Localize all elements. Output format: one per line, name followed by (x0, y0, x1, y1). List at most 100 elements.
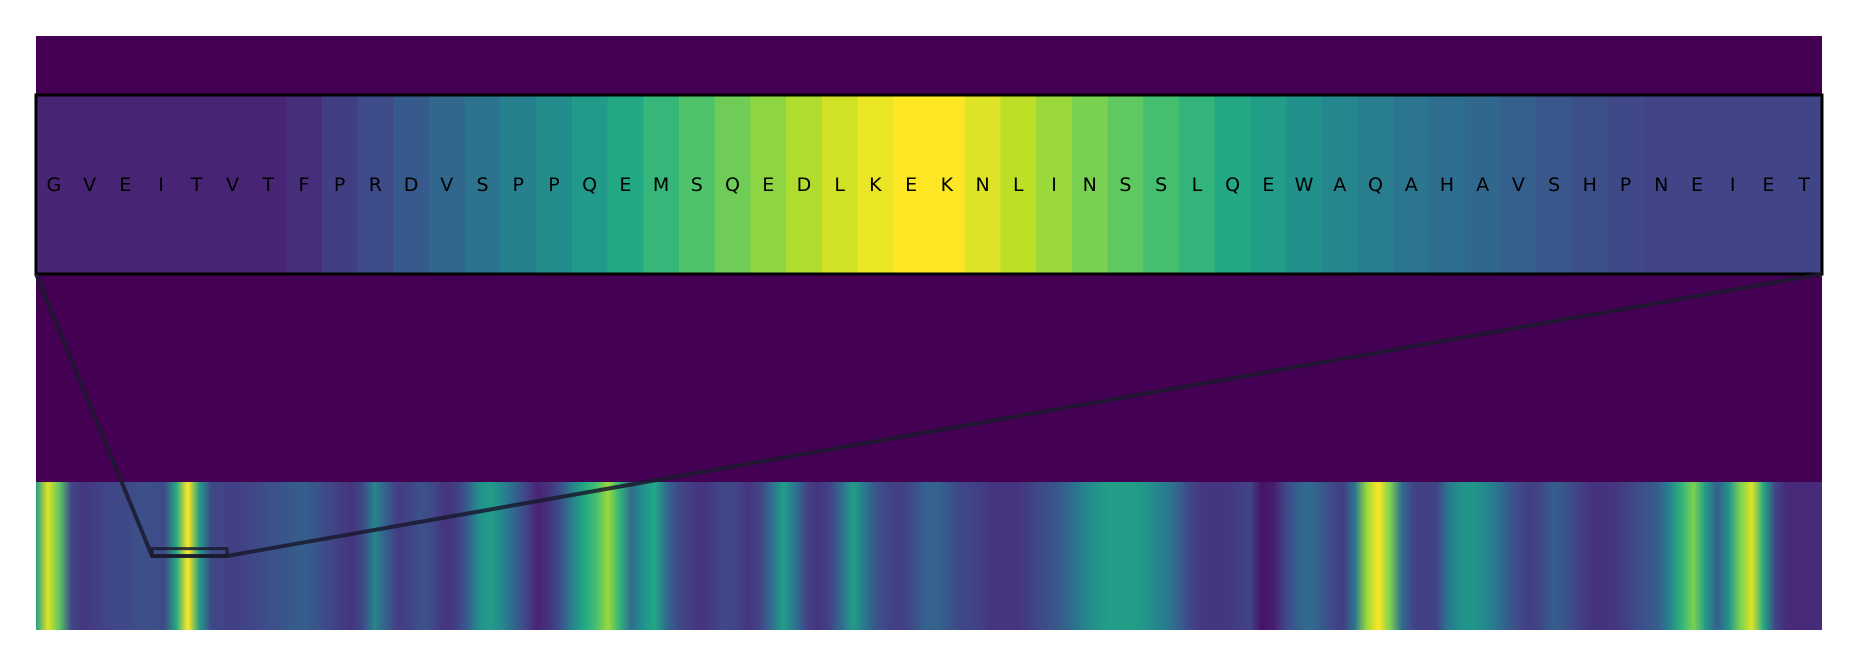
zoom-cell (536, 95, 573, 274)
zoom-cell (393, 95, 430, 274)
residue-label: K (941, 174, 954, 196)
residue-label: E (119, 174, 131, 196)
residue-label: S (691, 174, 703, 196)
zoom-cell (607, 95, 644, 274)
residue-label: Q (582, 174, 597, 196)
residue-label: S (1548, 174, 1560, 196)
zoom-cell (893, 95, 930, 274)
residue-label: N (1083, 174, 1097, 196)
residue-label: T (261, 174, 274, 196)
residue-label: L (1192, 174, 1203, 196)
residue-label: E (1691, 174, 1703, 196)
residue-label: A (1405, 174, 1418, 196)
residue-label: V (226, 174, 239, 196)
zoom-cell (857, 95, 894, 274)
residue-label: N (975, 174, 989, 196)
residue-label: E (619, 174, 631, 196)
zoom-frame (34, 93, 1824, 276)
residue-label: S (1119, 174, 1131, 196)
zoom-cell (1464, 95, 1502, 274)
zoom-cell (357, 95, 394, 274)
zoom-cell (678, 95, 716, 274)
residue-label: D (404, 174, 419, 196)
zoom-cell (1321, 95, 1359, 274)
zoom-cell (643, 95, 680, 274)
zoom-cell (786, 95, 823, 274)
residue-label: W (1295, 174, 1314, 196)
zoom-cell (750, 95, 787, 274)
zoom-cell (1750, 95, 1787, 274)
residue-label: D (797, 174, 812, 196)
residue-label: E (905, 174, 917, 196)
residue-label: Q (725, 174, 740, 196)
residue-label: F (298, 174, 309, 196)
residue-label: H (1583, 174, 1597, 196)
zoom-cell (1036, 95, 1073, 274)
residue-label: I (1730, 174, 1736, 196)
residue-label: I (1051, 174, 1057, 196)
residue-label: T (190, 174, 203, 196)
residue-label: P (1620, 174, 1631, 196)
zoom-cell (36, 95, 73, 274)
residue-label: R (369, 174, 382, 196)
zoom-cell (964, 95, 1002, 274)
zoom-cell (1500, 95, 1537, 274)
residue-label: A (1476, 174, 1489, 196)
zoom-cell (428, 95, 466, 274)
residue-label: Q (1225, 174, 1240, 196)
zoom-cell (571, 95, 609, 274)
zoom-cell (1571, 95, 1609, 274)
zoom-cell (1000, 95, 1037, 274)
residue-label: E (1262, 174, 1274, 196)
zoom-cell (1643, 95, 1680, 274)
zoom-cell (1607, 95, 1644, 274)
residue-label: V (440, 174, 453, 196)
zoom-cell (250, 95, 287, 274)
zoom-cell (1179, 95, 1216, 274)
residue-label: I (158, 174, 164, 196)
zoom-strip (36, 95, 1823, 274)
zoom-cell (1143, 95, 1180, 274)
zoom-cell (1071, 95, 1109, 274)
zoom-cell (107, 95, 144, 274)
overview-zoom-window (150, 547, 229, 558)
zoom-cell (464, 95, 501, 274)
zoom-cell (821, 95, 859, 274)
residue-label: P (334, 174, 345, 196)
residue-label: H (1440, 174, 1454, 196)
zoom-cell (714, 95, 751, 274)
residue-label: L (1013, 174, 1024, 196)
zoom-cell (286, 95, 323, 274)
residue-label: K (869, 174, 882, 196)
zoom-cell (1107, 95, 1144, 274)
zoom-cell (1250, 95, 1287, 274)
residue-label: N (1654, 174, 1668, 196)
zoom-cell (1357, 95, 1394, 274)
residue-label: P (548, 174, 559, 196)
residue-label: G (46, 174, 61, 196)
zoom-cell (1536, 95, 1573, 274)
residue-label: A (1333, 174, 1346, 196)
zoom-cell (1786, 95, 1823, 274)
residue-label: E (762, 174, 774, 196)
residue-label: V (1512, 174, 1525, 196)
residue-label: V (83, 174, 96, 196)
residue-label: S (476, 174, 488, 196)
residue-label: M (653, 174, 669, 196)
zoom-cell (500, 95, 537, 274)
zoom-cell (71, 95, 109, 274)
zoom-cell (321, 95, 359, 274)
residue-label: E (1762, 174, 1774, 196)
residue-label: P (512, 174, 523, 196)
zoom-cell (1393, 95, 1430, 274)
zoom-cell (143, 95, 180, 274)
zoom-cell (1679, 95, 1716, 274)
zoom-cell (1214, 95, 1252, 274)
zoom-cell (1286, 95, 1323, 274)
residue-label: L (834, 174, 845, 196)
residue-label: T (1797, 174, 1810, 196)
zoom-cell (178, 95, 216, 274)
residue-label: S (1155, 174, 1167, 196)
